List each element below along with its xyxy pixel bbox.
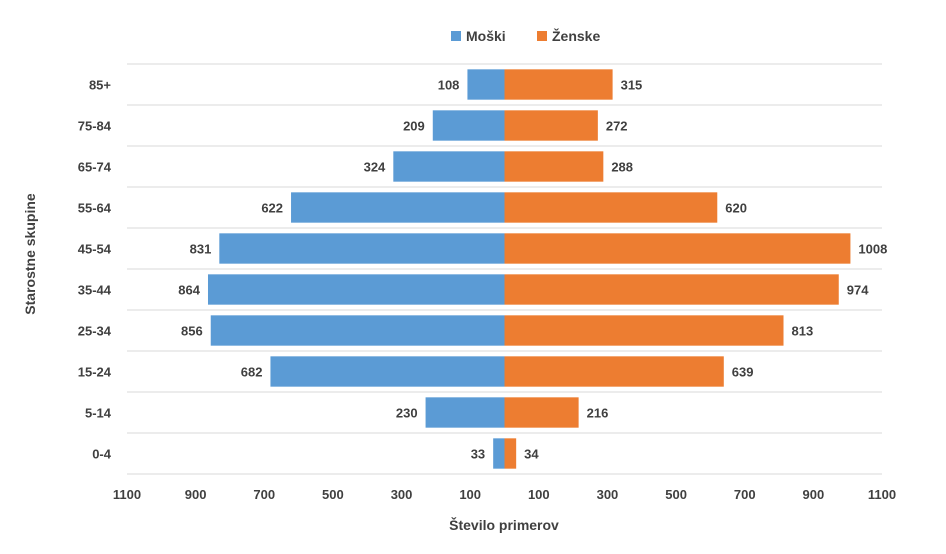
y-tick-label: 85+ [89,78,111,93]
legend-label-zenske: Ženske [552,27,600,44]
y-axis-ticks: 0-4 5-14 15-24 25-34 35-44 45-54 55-64 65-74 75-… [78,78,112,462]
x-tick-label: 500 [665,487,687,502]
data-label-zenske: 813 [792,324,814,339]
bar-moski [291,192,505,223]
data-label-moski: 622 [261,201,283,216]
bar-zenske [504,192,718,223]
x-tick-label: 1100 [113,487,141,502]
bars [207,69,851,469]
x-tick-label: 500 [322,487,344,502]
x-tick-label: 100 [459,487,481,502]
x-axis-title: Število primerov [449,516,559,533]
legend-swatch-moski [451,31,461,41]
bar-moski [219,233,505,264]
data-label-moski: 864 [178,283,200,298]
data-label-zenske: 315 [621,78,643,93]
bar-moski [493,438,505,469]
x-tick-label: 1100 [868,487,896,502]
y-tick-label: 15-24 [78,365,112,380]
bar-zenske [504,274,839,305]
y-tick-label: 45-54 [78,242,112,257]
y-tick-label: 0-4 [92,447,112,462]
y-tick-label: 65-74 [78,160,112,175]
data-label-moski: 831 [190,242,212,257]
bar-moski [425,397,505,428]
data-labels: 33 34 230 216 682 639 856 813 864 974 831 1008 622 62… [178,78,887,462]
data-label-zenske: 1008 [858,242,887,257]
data-label-zenske: 34 [524,447,539,462]
data-label-moski: 209 [403,119,425,134]
x-tick-label: 900 [185,487,207,502]
bar-zenske [504,315,784,346]
bar-zenske [504,438,517,469]
data-label-moski: 108 [438,78,460,93]
data-label-moski: 682 [241,365,263,380]
data-label-zenske: 974 [847,283,869,298]
x-tick-label: 900 [803,487,825,502]
x-tick-label: 300 [597,487,619,502]
data-label-moski: 856 [181,324,203,339]
legend-swatch-zenske [537,31,547,41]
y-tick-label: 35-44 [78,283,112,298]
bar-zenske [504,233,851,264]
bar-moski [432,110,505,141]
gridlines [127,63,882,475]
x-tick-label: 300 [391,487,413,502]
data-label-zenske: 272 [606,119,628,134]
x-tick-label: 700 [253,487,275,502]
bar-zenske [504,110,598,141]
bar-zenske [504,356,724,387]
legend-label-moski: Moški [466,28,506,44]
x-axis-ticks: 1100 900 700 500 300 100 100 300 500 700 900 1100 [113,487,896,502]
x-tick-label: 100 [528,487,550,502]
data-label-zenske: 620 [725,201,747,216]
data-label-moski: 230 [396,406,418,421]
data-label-zenske: 639 [732,365,754,380]
y-tick-label: 25-34 [78,324,112,339]
bar-moski [467,69,505,100]
bar-zenske [504,397,579,428]
data-label-moski: 324 [364,160,386,175]
bar-zenske [504,151,604,182]
data-label-moski: 33 [471,447,485,462]
bar-moski [270,356,505,387]
y-axis-title: Starostne skupine [22,193,38,315]
y-tick-label: 5-14 [85,406,112,421]
bar-moski [393,151,505,182]
data-label-zenske: 216 [587,406,609,421]
bar-moski [210,315,505,346]
bar-moski [207,274,505,305]
data-label-zenske: 288 [611,160,633,175]
x-tick-label: 700 [734,487,756,502]
y-tick-label: 55-64 [78,201,112,216]
legend: Moški Ženske [451,27,600,44]
y-tick-label: 75-84 [78,119,112,134]
bar-zenske [504,69,613,100]
